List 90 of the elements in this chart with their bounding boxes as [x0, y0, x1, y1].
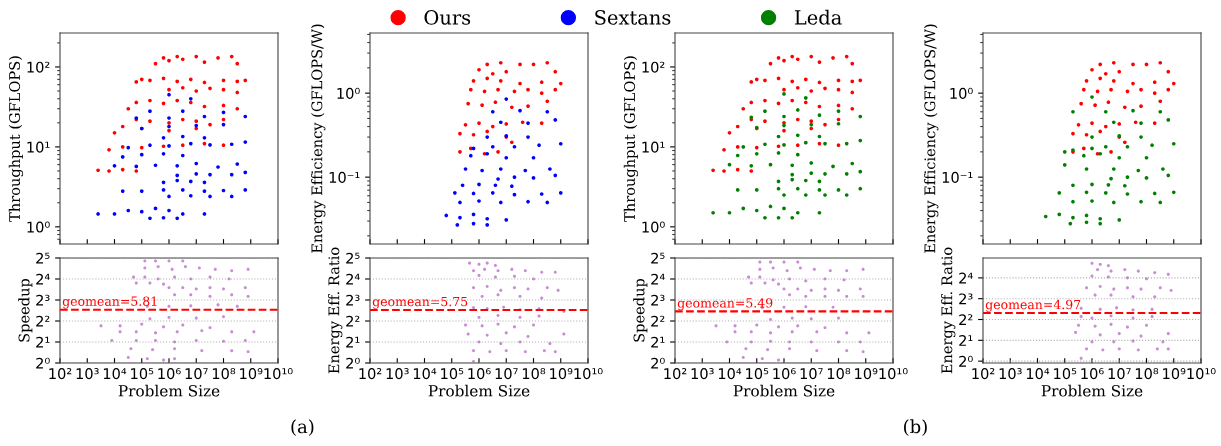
x-tick-label: 10⁵ [441, 368, 464, 380]
y-tick-label: 2³ [346, 294, 360, 306]
y-tick-label: 2⁴ [651, 273, 665, 285]
x-tick-label: 10⁴ [718, 368, 742, 380]
x-tick-label: 10⁴ [1026, 368, 1050, 380]
y-tick-label: 10⁰ [950, 87, 973, 99]
y-tick-label: 2³ [36, 294, 50, 306]
legend-label: Sextans [595, 10, 671, 25]
x-tick-label: 10¹⁰ [574, 368, 603, 380]
legend-label: Leda [794, 9, 842, 25]
legend-label: Ours [424, 10, 471, 25]
x-tick-label: 10⁹ [240, 368, 263, 380]
y-tick-label: 10² [642, 61, 665, 73]
y-axis-title: Energy Efficiency (GFLOPS/W) [924, 24, 939, 253]
y-tick-label: 2¹ [346, 336, 360, 348]
y-tick-label: 2¹ [36, 336, 50, 348]
x-tick-label: 10⁶ [1081, 368, 1104, 380]
x-axis-title: Problem Size [1041, 384, 1143, 397]
x-axis-title: Problem Size [118, 384, 220, 397]
x-tick-label: 10⁴ [413, 368, 437, 380]
y-tick-label: 2⁵ [36, 252, 50, 264]
y-axis-title: Speedup [18, 278, 33, 342]
y-tick-label: 10¹ [642, 141, 665, 153]
y-tick-label: 2² [346, 315, 360, 327]
y-tick-label: 2⁴ [959, 272, 973, 284]
x-tick-label: 10⁹ [855, 368, 878, 380]
ref-line-label: geomean=5.75 [372, 296, 468, 309]
ref-line-label: geomean=5.81 [62, 296, 157, 309]
x-tick-label: 10⁶ [468, 368, 491, 380]
x-tick-label: 10⁷ [495, 368, 518, 380]
y-tick-label: 2² [651, 315, 665, 327]
y-axis-title: Throughput (GFLOPS) [8, 56, 24, 222]
y-tick-label: 2² [959, 314, 973, 326]
x-tick-label: 10¹⁰ [264, 368, 293, 380]
x-tick-label: 10⁷ [185, 368, 208, 380]
x-tick-label: 10⁹ [550, 368, 573, 380]
y-tick-label: 2³ [959, 293, 973, 305]
x-tick-label: 10⁵ [746, 368, 769, 380]
y-axis-title: Energy Eff. Ratio [941, 247, 956, 374]
y-tick-label: 10⁻¹ [942, 171, 973, 183]
x-tick-label: 10⁸ [212, 368, 236, 380]
x-axis-title: Problem Size [428, 384, 530, 397]
x-tick-label: 10⁶ [773, 368, 796, 380]
x-tick-label: 10⁶ [158, 368, 181, 380]
x-tick-label: 10⁷ [800, 368, 823, 380]
x-tick-label: 10⁵ [1054, 368, 1077, 380]
x-tick-label: 10⁷ [1108, 368, 1131, 380]
x-tick-label: 10² [359, 368, 382, 380]
y-tick-label: 10⁰ [27, 221, 50, 233]
y-tick-label: 2⁰ [346, 357, 360, 369]
x-tick-label: 10⁵ [131, 368, 154, 380]
y-tick-label: 2⁵ [346, 252, 360, 264]
x-tick-label: 10⁹ [1163, 368, 1186, 380]
y-tick-label: 2¹ [651, 336, 665, 348]
x-tick-label: 10² [664, 368, 687, 380]
x-tick-label: 10¹⁰ [1187, 368, 1216, 380]
y-tick-label: 10⁻¹ [329, 171, 360, 183]
y-tick-label: 10¹ [27, 141, 50, 153]
x-tick-label: 10² [972, 368, 995, 380]
y-tick-label: 10² [27, 61, 50, 73]
x-tick-label: 10³ [999, 368, 1022, 380]
x-tick-label: 10⁸ [827, 368, 851, 380]
y-axis-title: Speedup [633, 278, 648, 342]
y-tick-label: 2⁰ [36, 357, 50, 369]
y-tick-label: 10⁰ [642, 221, 665, 233]
ref-line-label: geomean=4.97 [985, 299, 1081, 312]
y-tick-label: 2² [36, 315, 50, 327]
x-tick-label: 10² [49, 368, 72, 380]
x-axis-title: Problem Size [733, 384, 835, 397]
ref-line-label: geomean=5.49 [677, 298, 773, 311]
x-tick-label: 10⁸ [1135, 368, 1159, 380]
x-tick-label: 10¹⁰ [879, 368, 908, 380]
y-axis-title: Throughput (GFLOPS) [623, 56, 639, 222]
x-tick-label: 10³ [76, 368, 99, 380]
y-tick-label: 2⁴ [346, 273, 360, 285]
y-tick-label: 2⁴ [36, 273, 50, 285]
x-tick-label: 10⁴ [103, 368, 127, 380]
y-axis-title: Energy Efficiency (GFLOPS/W) [311, 24, 326, 253]
x-tick-label: 10³ [386, 368, 409, 380]
x-tick-label: 10⁸ [522, 368, 546, 380]
x-tick-label: 10³ [691, 368, 714, 380]
text: (a) [291, 419, 314, 436]
y-tick-label: 2⁰ [651, 357, 665, 369]
y-tick-label: 10⁰ [337, 87, 360, 99]
text: (b) [904, 419, 927, 436]
y-axis-title: Energy Eff. Ratio [328, 247, 343, 374]
y-tick-label: 2⁰ [959, 355, 973, 367]
y-tick-label: 2¹ [959, 335, 973, 346]
y-tick-label: 2³ [651, 294, 665, 306]
y-tick-label: 2⁵ [651, 252, 665, 264]
